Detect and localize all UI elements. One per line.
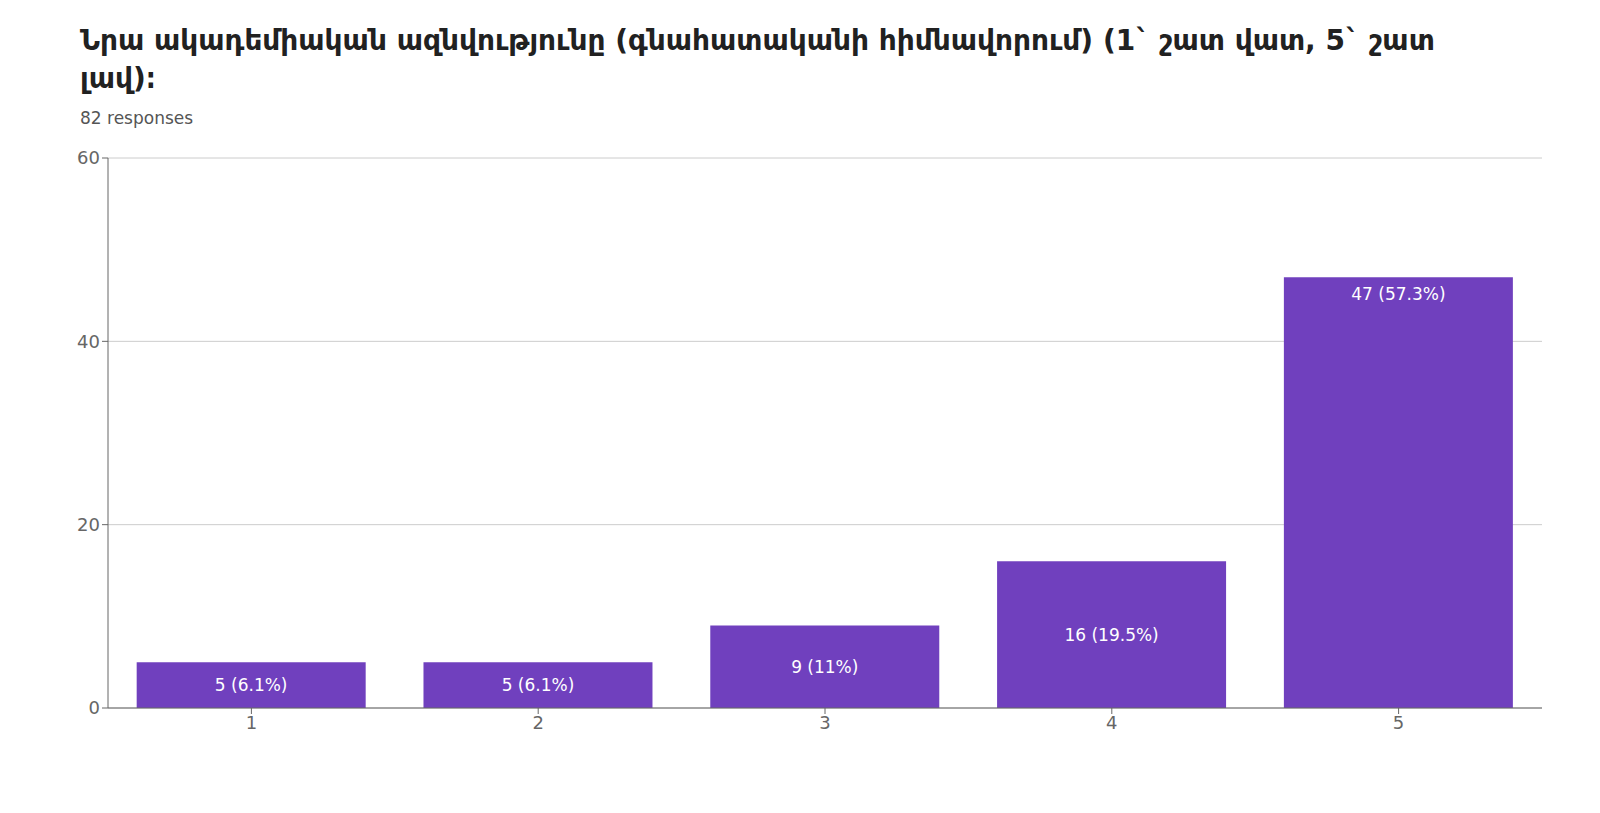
svg-text:40: 40 bbox=[77, 331, 100, 352]
svg-text:5 (6.1%): 5 (6.1%) bbox=[502, 675, 575, 695]
html-text:82 responses: 82 responses bbox=[80, 108, 194, 128]
svg-text:4: 4 bbox=[1106, 712, 1117, 733]
svg-text:47 (57.3%): 47 (57.3%) bbox=[1351, 284, 1445, 304]
svg-text:1: 1 bbox=[246, 712, 257, 733]
svg-text:2: 2 bbox=[532, 712, 543, 733]
svg-text:3: 3 bbox=[819, 712, 830, 733]
svg-text:60: 60 bbox=[77, 147, 100, 168]
svg-text:16 (19.5%): 16 (19.5%) bbox=[1064, 625, 1158, 645]
svg-text:0: 0 bbox=[89, 697, 100, 718]
svg-text:5 (6.1%): 5 (6.1%) bbox=[215, 675, 288, 695]
svg-text:5: 5 bbox=[1393, 712, 1404, 733]
svg-text:20: 20 bbox=[77, 514, 100, 535]
html-text:լավ)։: լավ)։ bbox=[80, 62, 156, 95]
html-text:Նրա ակադեմիական ազնվությունը (: Նրա ակադեմիական ազնվությունը (գնահատական… bbox=[80, 24, 1435, 57]
svg-text:9 (11%): 9 (11%) bbox=[791, 657, 858, 677]
